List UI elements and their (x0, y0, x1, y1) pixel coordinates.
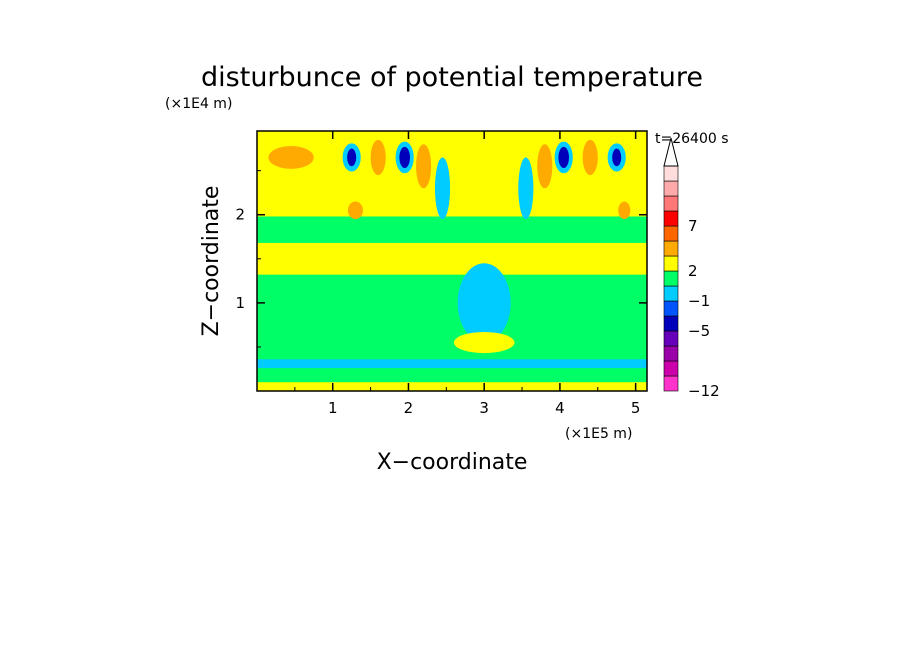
colorbar-label: 2 (688, 262, 698, 280)
contour-band (257, 359, 647, 369)
colorbar-segment (663, 195, 679, 212)
chart-title: disturbunce of potential temperature (201, 62, 703, 93)
contour-cell (434, 157, 451, 220)
colorbar-segment (663, 315, 679, 332)
y-scale-label: (×1E4 m) (165, 96, 232, 112)
contour-cell (370, 139, 386, 176)
colorbar-segment (663, 375, 679, 392)
colorbar-label: −5 (688, 322, 710, 340)
colorbar-segment (663, 240, 679, 257)
colorbar-label: −1 (688, 292, 710, 310)
contour-cell (537, 144, 553, 189)
contour-band (257, 382, 647, 391)
plot-frame (256, 130, 648, 392)
contour-cell (399, 146, 410, 169)
x-axis: 1 2 3 4 5 (294, 131, 641, 417)
contour-cell (558, 146, 569, 169)
contour-cell (268, 145, 314, 169)
colorbar-segment (663, 285, 679, 302)
colorbar-label: 7 (688, 217, 698, 235)
x-axis-label: X−coordinate (377, 450, 528, 475)
contour-cell (457, 263, 511, 343)
y-axis: 12 (235, 170, 647, 348)
colorbar-segment (663, 300, 679, 317)
colorbar-segment (663, 180, 679, 197)
contour-cell (582, 139, 598, 176)
contour-cell (518, 157, 534, 220)
colorbar-segment (663, 330, 679, 347)
contour-band (257, 242, 647, 275)
plot-area (257, 131, 647, 391)
x-tick-label: 3 (479, 399, 489, 417)
y-tick-label: 2 (235, 206, 245, 224)
colorbar-label: −12 (688, 382, 720, 400)
colorbar-extend-arrow (663, 137, 679, 167)
y-tick-label: 1 (235, 294, 245, 312)
colorbar-segment (663, 255, 679, 272)
colorbar: −12−5−127 (663, 137, 720, 400)
contour-band (257, 131, 647, 217)
x-scale-label: (×1E5 m) (565, 426, 632, 442)
colorbar-segment (663, 165, 679, 182)
contour-cell (618, 201, 631, 220)
colorbar-segment (663, 360, 679, 377)
y-axis-label: Z−coordinate (199, 186, 224, 337)
contour-cell (416, 144, 432, 189)
x-tick-label: 2 (404, 399, 414, 417)
contour-cell (453, 331, 515, 354)
x-tick-label: 5 (631, 399, 641, 417)
contour-cell (347, 148, 357, 167)
x-tick-label: 4 (555, 399, 565, 417)
colorbar-segment (663, 210, 679, 227)
x-tick-label: 1 (328, 399, 338, 417)
contour-cell (612, 148, 622, 167)
colorbar-segment (663, 345, 679, 362)
colorbar-segment (663, 270, 679, 287)
contour-cell (347, 201, 364, 220)
time-label: t=26400 s (655, 131, 729, 147)
colorbar-segment (663, 225, 679, 242)
